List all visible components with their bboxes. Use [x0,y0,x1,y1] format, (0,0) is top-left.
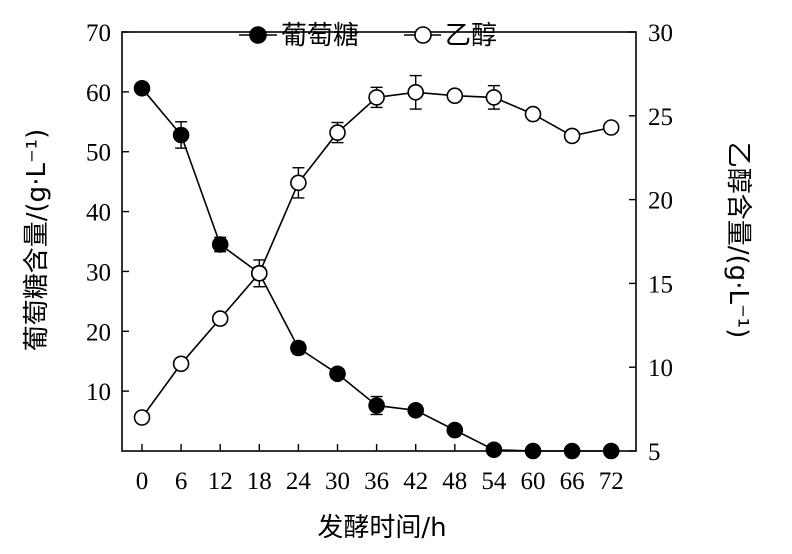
y-left-tick-label: 10 [86,379,111,406]
data-point [563,127,581,145]
x-tick-label: 60 [521,468,546,495]
y-right-tick-label: 30 [648,20,673,47]
x-tick-label: 0 [136,468,149,495]
y-left-tick-label: 40 [86,200,111,227]
legend-glucose-marker [249,26,267,44]
x-tick-label: 42 [403,468,428,495]
data-point [407,84,425,101]
data-point [602,442,620,460]
x-tick-label: 48 [442,468,467,495]
x-tick-label: 54 [481,468,507,495]
y-right-tick-label: 25 [648,104,673,131]
y-right-tick-label: 5 [648,439,661,466]
series-layer [133,74,620,460]
x-tick-label: 18 [247,468,272,495]
plot-frame [121,31,637,452]
data-point [290,174,307,192]
x-tick-label: 66 [560,468,585,495]
y-left-tick-label: 20 [86,319,111,346]
data-point [602,119,620,136]
data-point [485,89,503,106]
plot-frame-rect [121,31,637,452]
x-tick-label: 36 [364,468,389,495]
data-point [133,80,151,97]
series-line [141,91,612,418]
data-point [329,365,346,383]
data-point [368,89,385,106]
data-point [485,441,503,459]
data-point [133,409,151,426]
data-point [250,264,268,282]
data-point [172,126,190,144]
axis-ticks: 10 20 30 40 50 60 70 5 10 15 20 25 30 0 6 12 18 24 30 36 42 4… [86,20,673,495]
y-right-tick-label: 15 [648,271,673,298]
series-glucose [133,80,620,460]
x-tick-label: 72 [599,468,624,495]
y-left-tick-label: 30 [86,259,111,286]
y-left-tick-label: 60 [86,80,111,107]
y-axis-left-title: 葡萄糖含量/(g·L⁻¹) [22,129,52,351]
legend: 葡萄糖 乙醇 [239,21,497,51]
y-right-tick-label: 20 [648,188,673,215]
data-point [368,397,385,414]
legend-ethanol-marker [414,26,432,44]
data-point [211,310,229,327]
data-point [211,236,229,253]
y-left-tick-label: 50 [86,140,111,167]
x-tick-label: 12 [208,468,233,495]
x-tick-label: 6 [175,468,188,495]
data-point [524,105,542,123]
series-ethanol [133,74,620,426]
x-tick-label: 30 [325,468,350,495]
data-point [172,355,190,373]
legend-glucose-label: 葡萄糖 [281,21,359,51]
y-right-tick-label: 10 [648,355,673,382]
y-axis-right-title: 乙醇含量/(g·L⁻¹) [723,142,753,338]
data-point [329,124,346,141]
data-point [446,421,464,439]
data-point [407,401,425,419]
y-left-tick-label: 70 [86,20,111,47]
x-tick-label: 24 [286,468,312,495]
data-point [524,442,542,460]
data-point [446,87,464,104]
data-point [563,442,581,460]
data-point [290,339,307,357]
legend-ethanol-label: 乙醇 [445,21,497,51]
x-axis-title: 发酵时间/h [317,513,446,543]
